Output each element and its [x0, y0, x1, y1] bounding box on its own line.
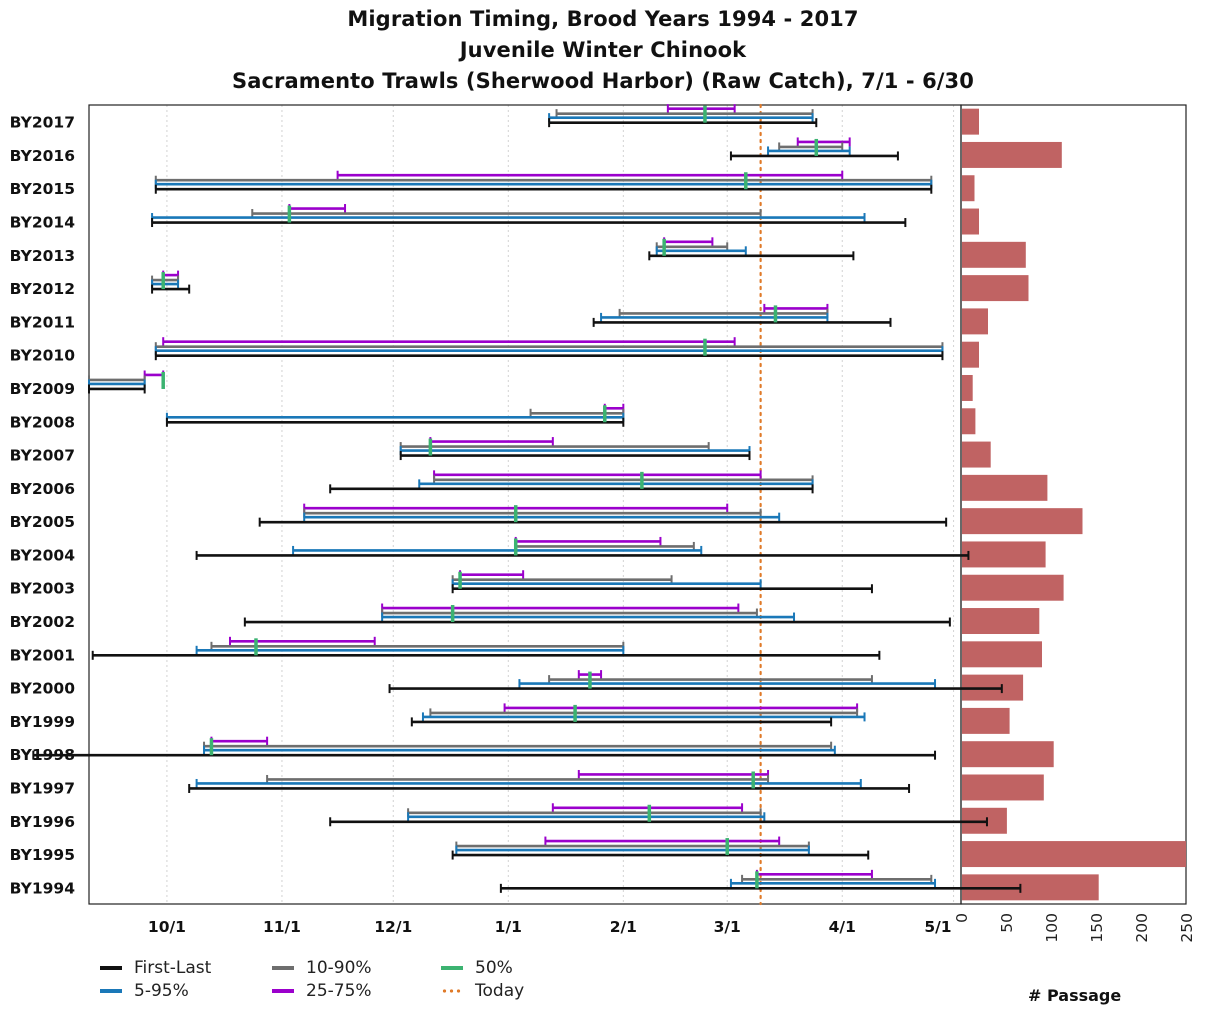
category-label-by1996: BY1996 — [10, 813, 75, 831]
category-label-by1999: BY1999 — [10, 713, 75, 731]
passage-bar-BY2010 — [962, 341, 979, 368]
title-line-2: Juvenile Winter Chinook — [459, 38, 747, 62]
passage-bar-BY2009 — [962, 374, 973, 401]
x-tick-label-5: 3/1 — [714, 918, 741, 936]
passage-bar-BY2013 — [962, 241, 1026, 268]
title-line-3: Sacramento Trawls (Sherwood Harbor) (Raw… — [232, 69, 974, 93]
legend-label-today: Today — [475, 981, 525, 1001]
category-label-by2007: BY2007 — [10, 447, 75, 465]
legend-swatch-first-last — [100, 966, 122, 970]
passage-bar-BY2004 — [962, 541, 1046, 568]
passage-bar-BY1997 — [962, 774, 1044, 801]
grid-lines — [166, 105, 955, 904]
legend-item-today: Today — [441, 981, 524, 1001]
legend-item-10-90: 10-90% — [272, 958, 372, 978]
legend-swatch-today — [441, 989, 463, 993]
category-label-by2016: BY2016 — [10, 147, 75, 165]
passage-bar-BY2016 — [962, 141, 1062, 168]
category-label-by2017: BY2017 — [10, 114, 75, 132]
passage-bar-BY2006 — [962, 474, 1048, 501]
x-tick-label-3: 1/1 — [495, 918, 522, 936]
category-label-by2005: BY2005 — [10, 513, 75, 531]
passage-tick-label-5: 250 — [1178, 913, 1196, 943]
passage-axis-label: # Passage — [1028, 986, 1122, 1005]
chart-title: Migration Timing, Brood Years 1994 - 201… — [0, 4, 1206, 97]
range-series — [32, 104, 1022, 893]
legend-label-25-75: 25-75% — [306, 981, 372, 1001]
x-tick-label-0: 10/1 — [148, 918, 186, 936]
category-label-by2000: BY2000 — [10, 680, 76, 698]
legend-item-25-75: 25-75% — [272, 981, 372, 1001]
legend-label-first-last: First-Last — [134, 958, 212, 978]
category-label-by2004: BY2004 — [10, 546, 76, 564]
category-label-by2011: BY2011 — [10, 313, 75, 331]
category-label-by2009: BY2009 — [10, 380, 75, 398]
passage-tick-label-1: 50 — [998, 913, 1016, 933]
passage-plot-frame — [960, 104, 1187, 905]
passage-tick-label-3: 150 — [1088, 913, 1106, 943]
plot-frames — [88, 104, 1187, 905]
category-label-by1995: BY1995 — [10, 846, 75, 864]
passage-bar-BY2005 — [962, 508, 1083, 535]
category-label-by2015: BY2015 — [10, 180, 75, 198]
axis-labels: BY2017 BY2016 BY2015 BY2014 BY2013 BY2012 BY20… — [10, 114, 1196, 943]
x-tick-label-4: 2/1 — [610, 918, 637, 936]
passage-bar-BY2012 — [962, 275, 1029, 302]
passage-bar-BY1998 — [962, 741, 1054, 768]
legend-item-5-95: 5-95% — [100, 981, 189, 1001]
category-label-by1997: BY1997 — [10, 779, 75, 797]
legend-swatch-5-95 — [100, 989, 122, 993]
passage-bar-BY2001 — [962, 641, 1042, 668]
category-label-by2010: BY2010 — [10, 347, 76, 365]
category-label-by2002: BY2002 — [10, 613, 75, 631]
category-label-by2003: BY2003 — [10, 580, 75, 598]
category-label-by2006: BY2006 — [10, 480, 75, 498]
passage-tick-label-0: 0 — [953, 913, 971, 923]
passage-bar-BY2003 — [962, 574, 1064, 601]
legend-label-5-95: 5-95% — [134, 981, 189, 1001]
passage-bar-BY2015 — [962, 175, 975, 202]
category-label-by2012: BY2012 — [10, 280, 75, 298]
legend-swatch-10-90 — [272, 966, 294, 970]
category-label-by2001: BY2001 — [10, 646, 75, 664]
legend-label-50: 50% — [475, 958, 513, 978]
category-label-by2008: BY2008 — [10, 413, 75, 431]
legend-item-50: 50% — [441, 958, 513, 978]
x-tick-label-2: 12/1 — [374, 918, 412, 936]
passage-bar-BY2017 — [962, 108, 979, 135]
category-label-by1998: BY1998 — [10, 746, 75, 764]
category-label-by2014: BY2014 — [10, 214, 76, 232]
x-tick-label-1: 11/1 — [263, 918, 301, 936]
passage-bar-BY2014 — [962, 208, 979, 235]
category-label-by2013: BY2013 — [10, 247, 75, 265]
passage-bars — [962, 108, 1186, 901]
passage-tick-label-4: 200 — [1133, 913, 1151, 943]
passage-bar-BY2011 — [962, 308, 988, 335]
title-line-1: Migration Timing, Brood Years 1994 - 201… — [347, 7, 859, 31]
x-tick-label-7: 5/1 — [924, 918, 951, 936]
legend-item-first-last: First-Last — [100, 958, 211, 978]
passage-bar-BY1999 — [962, 707, 1010, 734]
passage-bar-BY2008 — [962, 408, 976, 435]
passage-bar-BY2002 — [962, 608, 1040, 635]
legend-swatch-50 — [441, 966, 463, 970]
legend-label-10-90: 10-90% — [306, 958, 372, 978]
x-tick-label-6: 4/1 — [829, 918, 856, 936]
passage-bar-BY1995 — [962, 841, 1186, 868]
passage-tick-label-2: 100 — [1043, 913, 1061, 943]
category-label-by1994: BY1994 — [10, 879, 76, 897]
passage-bar-BY2007 — [962, 441, 991, 468]
legend: First-Last 5-95% 10-90% 25-75% 50% Today — [100, 958, 580, 1008]
legend-swatch-25-75 — [272, 989, 294, 993]
